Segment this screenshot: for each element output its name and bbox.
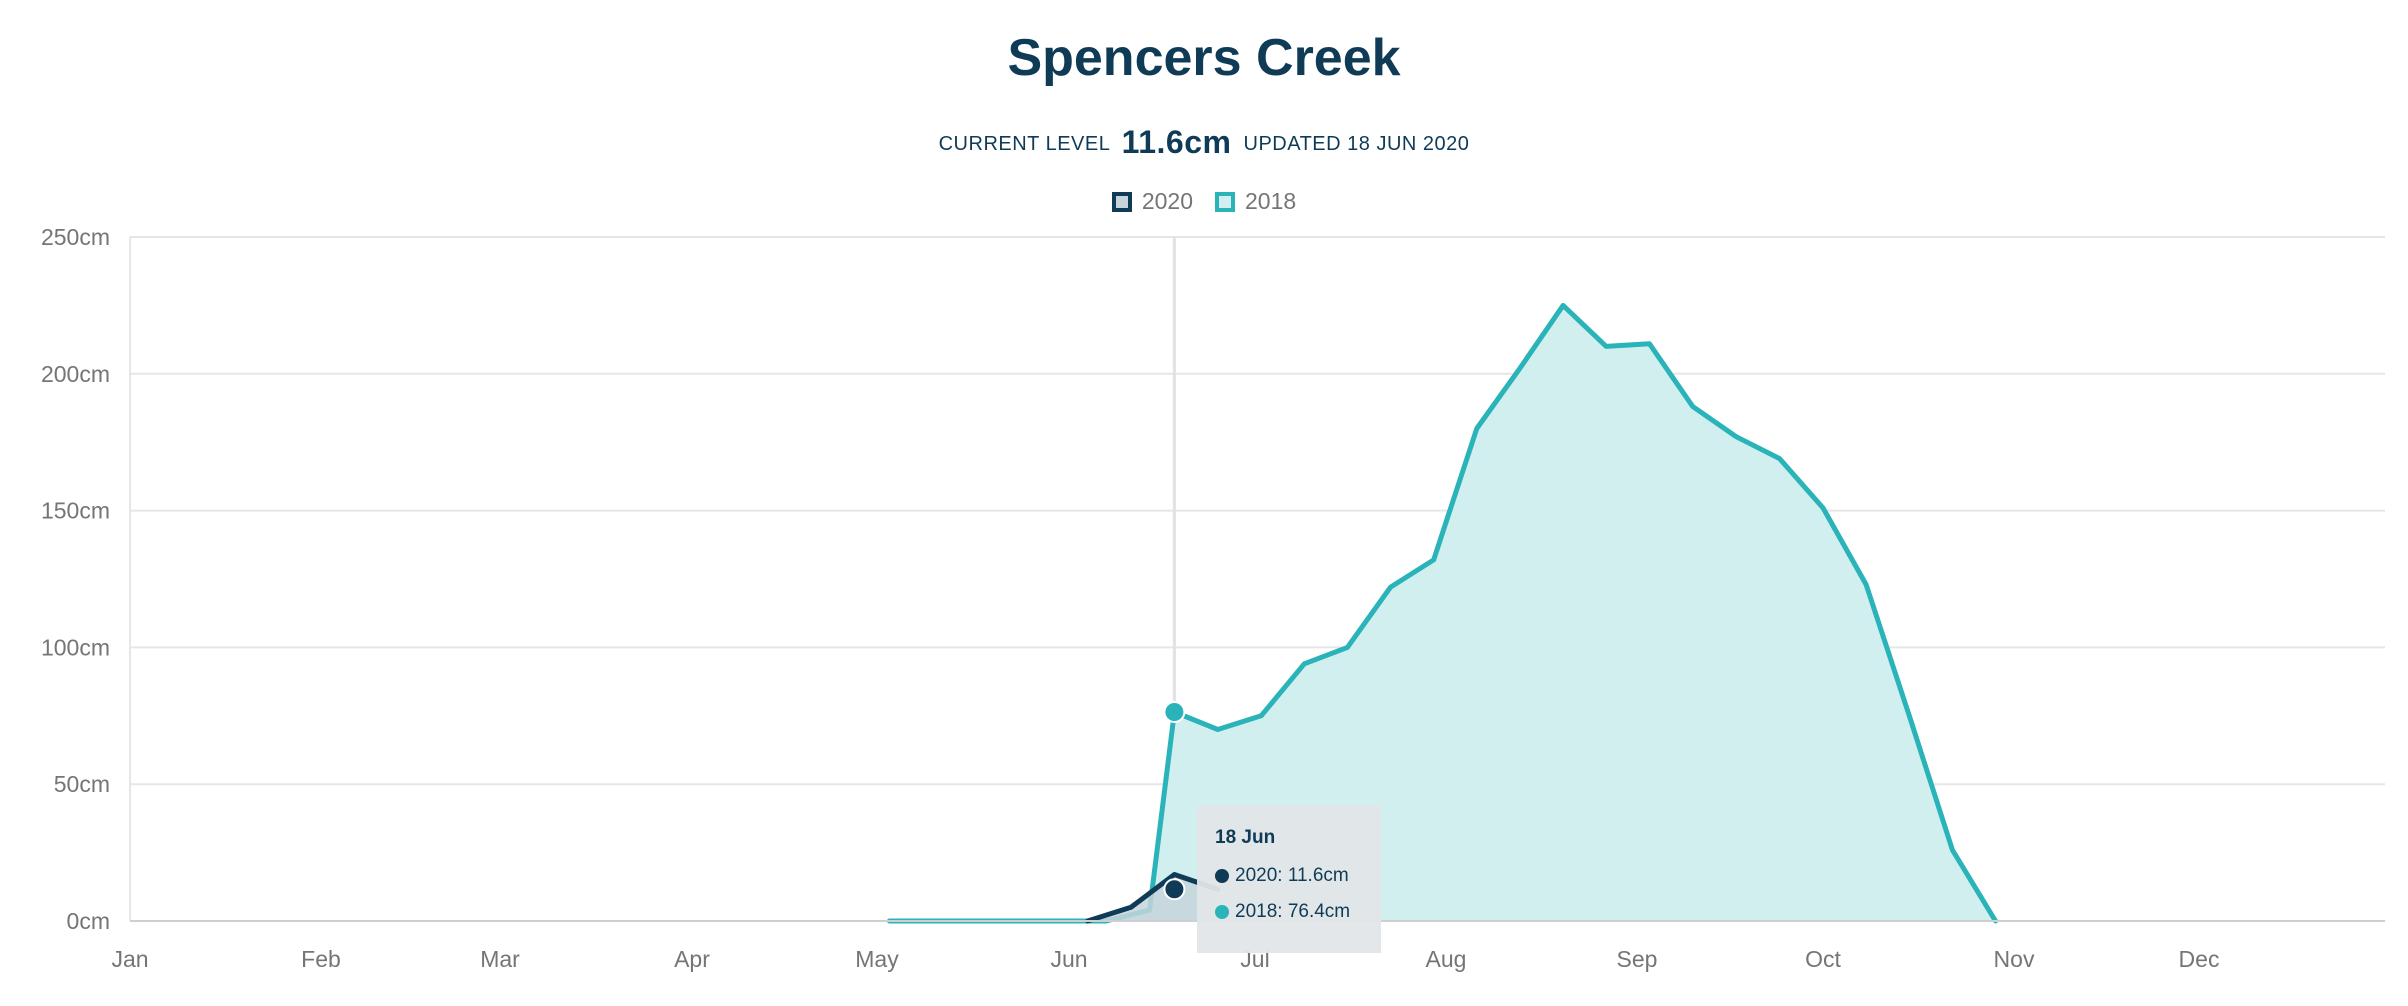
tooltip-row-2018: 2018: 76.4cm <box>1215 901 1363 923</box>
y-tick-label: 0cm <box>67 908 110 934</box>
x-tick-label: Apr <box>674 946 710 972</box>
tooltip-value-2020: 2020: 11.6cm <box>1235 865 1349 886</box>
legend-label-2020: 2020 <box>1141 188 1193 214</box>
legend-label-2018: 2018 <box>1245 188 1297 214</box>
y-tick-label: 250cm <box>41 224 110 250</box>
tooltip-title: 18 Jun <box>1215 827 1276 848</box>
legend-swatch-2020 <box>1111 191 1132 212</box>
current-level-value: 11.6cm <box>1121 124 1232 160</box>
x-tick-label: May <box>855 946 899 972</box>
current-level-label: CURRENT LEVEL <box>938 133 1110 155</box>
legend-item-2018[interactable]: 2018 <box>1215 188 1296 215</box>
page-title: Spencers Creek <box>1007 29 1401 87</box>
current-level-line: CURRENT LEVEL 11.6cm UPDATED 18 JUN 2020 <box>0 124 2408 161</box>
tooltip-row-2020: 2020: 11.6cm <box>1215 865 1363 887</box>
x-tick-label: Mar <box>480 946 520 972</box>
highlight-marker-2020 <box>1163 878 1186 901</box>
tooltip-dot-2020 <box>1215 869 1229 883</box>
x-tick-label: Nov <box>1994 946 2035 972</box>
updated-label: UPDATED 18 JUN 2020 <box>1243 133 1470 155</box>
legend-swatch-2018 <box>1215 191 1235 212</box>
chart-tooltip: 18 Jun 2020: 11.6cm 2018: 76.4cm <box>1197 805 1381 953</box>
series-area-2018 <box>889 305 1996 921</box>
y-tick-label: 50cm <box>54 771 110 797</box>
x-tick-label: Oct <box>1805 946 1841 972</box>
y-tick-label: 200cm <box>41 361 110 387</box>
y-tick-label: 150cm <box>41 498 110 524</box>
x-tick-label: Feb <box>301 946 341 972</box>
x-tick-label: Jan <box>111 946 148 972</box>
tooltip-dot-2018 <box>1215 905 1229 919</box>
x-tick-label: Jun <box>1050 946 1087 972</box>
tooltip-value-2018: 2018: 76.4cm <box>1235 901 1351 922</box>
x-tick-label: Aug <box>1426 946 1467 972</box>
x-tick-label: Dec <box>2179 946 2220 972</box>
highlight-marker-2018 <box>1163 700 1186 723</box>
series-line-2020 <box>1085 872 1221 924</box>
x-tick-label: Sep <box>1617 946 1658 972</box>
chart-legend: 2020 2018 <box>0 188 2408 215</box>
legend-item-2020[interactable]: 2020 <box>1111 188 1193 215</box>
series-area-2020 <box>1087 874 1218 921</box>
y-tick-label: 100cm <box>41 634 110 660</box>
